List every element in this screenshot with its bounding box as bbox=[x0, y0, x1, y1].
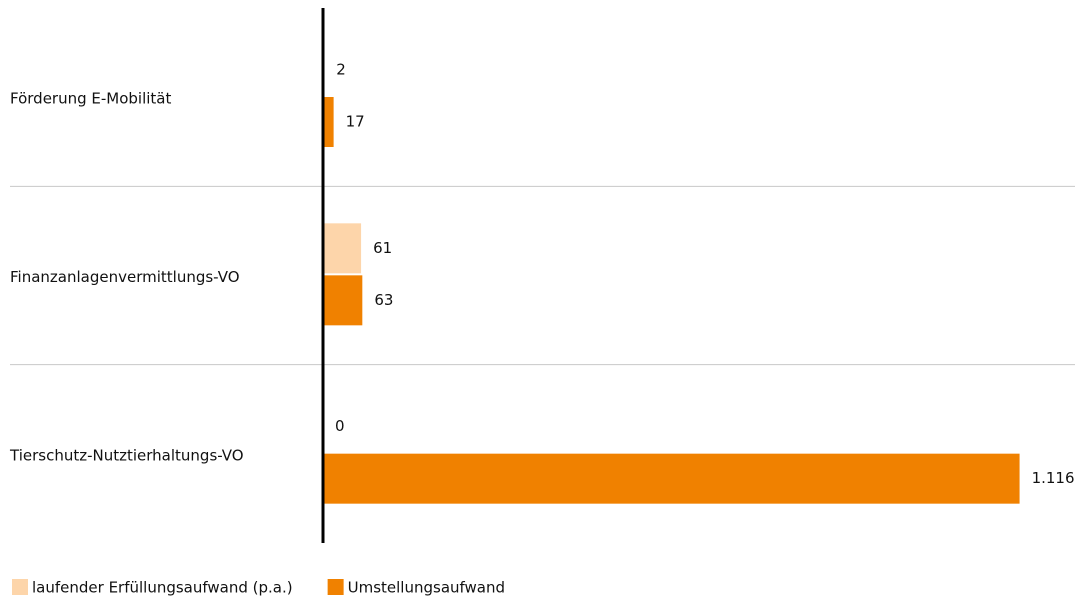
bar bbox=[323, 97, 334, 147]
value-label: 2 bbox=[336, 61, 346, 79]
value-label: 63 bbox=[374, 291, 393, 309]
value-label: 0 bbox=[335, 417, 345, 435]
legend-swatch bbox=[12, 579, 28, 595]
bar bbox=[323, 223, 362, 274]
category-label: Förderung E-Mobilität bbox=[10, 90, 172, 108]
value-label: 1.116 bbox=[1032, 469, 1075, 487]
value-label: 61 bbox=[373, 239, 392, 257]
bar bbox=[323, 275, 363, 326]
bar bbox=[323, 453, 1020, 504]
category-label: Tierschutz-Nutztierhaltungs-VO bbox=[9, 446, 244, 464]
value-label: 17 bbox=[346, 113, 365, 131]
legend-swatch bbox=[327, 579, 344, 595]
legend-label: Umstellungsaufwand bbox=[348, 579, 505, 597]
legend-label: laufender Erfüllungsaufwand (p.a.) bbox=[32, 579, 293, 597]
category-label: Finanzanlagenvermittlungs-VO bbox=[10, 268, 240, 286]
